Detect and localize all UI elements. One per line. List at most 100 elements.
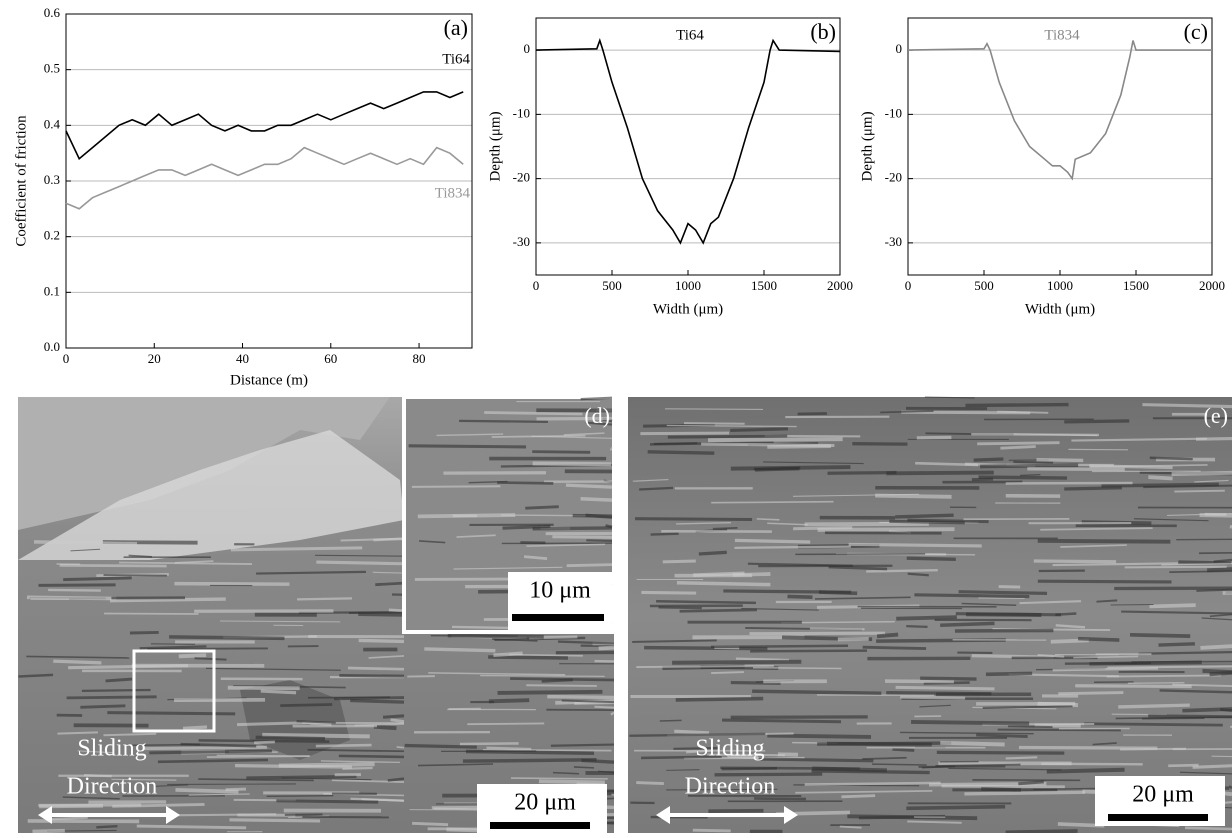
- texture: [1107, 666, 1232, 667]
- texture: [448, 636, 544, 637]
- texture: [1018, 782, 1043, 784]
- texture: [581, 499, 612, 500]
- texture: [183, 727, 207, 728]
- texture: [581, 760, 614, 762]
- texture: [397, 747, 404, 748]
- series-label: Ti64: [676, 27, 704, 43]
- texture: [389, 610, 404, 611]
- texture: [1013, 462, 1053, 463]
- texture: [1149, 605, 1195, 606]
- texture: [267, 796, 334, 797]
- texture: [1038, 655, 1065, 657]
- scale-label: 20 μm: [1132, 782, 1194, 808]
- texture: [82, 690, 151, 691]
- texture: [547, 697, 614, 698]
- series-line: [66, 148, 463, 209]
- texture: [539, 781, 605, 782]
- texture: [940, 743, 1004, 745]
- scale-label: 10 μm: [529, 578, 591, 604]
- texture: [498, 692, 603, 693]
- texture: [977, 443, 1059, 444]
- texture: [497, 483, 553, 484]
- texture: [261, 691, 296, 693]
- texture: [713, 528, 738, 529]
- texture: [1008, 726, 1052, 727]
- texture: [750, 651, 867, 652]
- y-tick-label: 0.5: [44, 61, 60, 76]
- texture: [674, 731, 709, 733]
- texture: [1075, 686, 1191, 687]
- series-line: [908, 41, 1212, 179]
- texture: [735, 540, 810, 542]
- y-tick-label: -30: [513, 234, 530, 249]
- texture: [1160, 690, 1232, 692]
- texture: [339, 675, 404, 676]
- texture: [18, 675, 53, 677]
- texture: [907, 558, 956, 559]
- texture: [359, 640, 404, 641]
- x-tick-label: 1500: [1123, 278, 1149, 293]
- texture: [1006, 831, 1078, 832]
- texture: [1118, 705, 1189, 707]
- y-tick-label: 0.4: [44, 116, 61, 131]
- texture: [684, 423, 745, 424]
- y-tick-label: -20: [513, 170, 530, 185]
- texture: [463, 760, 597, 761]
- texture: [730, 429, 788, 431]
- texture: [459, 421, 548, 422]
- texture: [964, 792, 1085, 794]
- texture: [676, 699, 764, 700]
- y-tick-label: -20: [885, 170, 902, 185]
- panel-label: (b): [810, 19, 836, 44]
- texture: [911, 722, 1029, 724]
- texture: [231, 548, 362, 550]
- y-tick-label: 0.0: [44, 339, 60, 354]
- texture: [334, 698, 404, 699]
- texture: [966, 614, 1041, 615]
- texture: [280, 705, 332, 706]
- direction-label: Direction: [685, 774, 776, 800]
- texture: [574, 767, 594, 768]
- texture: [736, 659, 789, 660]
- texture: [48, 590, 101, 591]
- x-tick-label: 500: [602, 278, 622, 293]
- texture: [752, 691, 881, 693]
- texture: [106, 679, 133, 681]
- texture: [875, 496, 951, 497]
- texture: [297, 598, 352, 599]
- texture: [149, 751, 272, 753]
- texture: [828, 473, 897, 474]
- texture: [169, 637, 284, 639]
- texture: [896, 687, 995, 689]
- texture: [32, 831, 64, 832]
- texture: [358, 614, 404, 615]
- x-axis-label: Width (μm): [1025, 301, 1095, 317]
- texture: [566, 485, 612, 487]
- texture: [586, 515, 612, 517]
- texture: [1182, 709, 1232, 711]
- texture: [636, 783, 664, 784]
- texture: [976, 735, 1027, 737]
- texture: [599, 648, 614, 649]
- texture: [708, 439, 843, 440]
- texture: [1047, 770, 1125, 772]
- texture: [143, 747, 267, 748]
- scale-bar: [490, 822, 590, 829]
- texture: [847, 816, 977, 818]
- texture: [886, 473, 993, 474]
- texture: [1058, 693, 1123, 694]
- texture: [53, 661, 101, 663]
- texture: [137, 826, 246, 828]
- y-axis-label: Depth (μm): [487, 111, 503, 181]
- texture: [1027, 469, 1124, 470]
- texture: [711, 672, 744, 673]
- texture: [722, 720, 841, 722]
- texture: [965, 405, 1068, 406]
- texture: [660, 720, 682, 721]
- texture: [942, 786, 1065, 787]
- x-tick-label: 0: [63, 351, 70, 366]
- texture: [829, 567, 888, 569]
- series-line: [536, 41, 840, 243]
- texture: [67, 697, 157, 698]
- texture: [635, 519, 752, 520]
